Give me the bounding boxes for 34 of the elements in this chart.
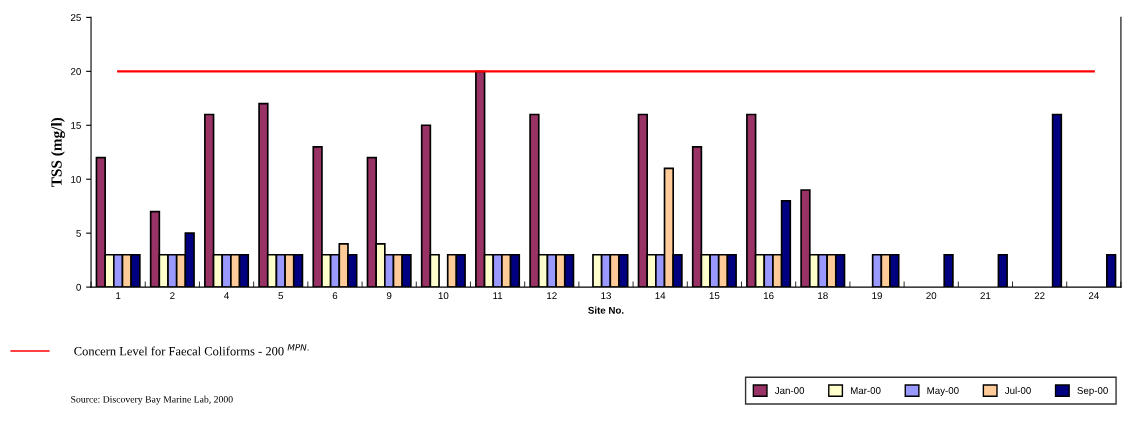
x-tick-label: 22: [1034, 292, 1045, 300]
y-tick-label: 10: [71, 175, 81, 183]
x-tick-label: 18: [818, 292, 828, 300]
source-note: Source: Discovery Bay Marine Lab, 2000: [71, 395, 233, 405]
x-tick-label: 5: [278, 292, 284, 300]
x-tick-label: 24: [1088, 292, 1099, 300]
y-tick-label: 20: [70, 68, 81, 75]
y-tick-label: 25: [70, 14, 81, 22]
x-tick-label: 14: [655, 292, 666, 300]
x-axis-title: Site No.: [588, 306, 624, 314]
y-tick-label: 5: [76, 229, 81, 237]
x-tick-label: 20: [926, 292, 937, 300]
y-tick-label: 0: [76, 283, 81, 291]
x-tick-label: 9: [386, 292, 392, 300]
legend-label: May-00: [927, 387, 959, 396]
x-tick-label: 4: [224, 292, 229, 300]
legend-label: Sep-00: [1077, 387, 1108, 396]
x-tick-label: 6: [332, 292, 338, 300]
x-tick-label: 12: [547, 292, 557, 300]
x-tick-label: 15: [709, 292, 720, 300]
x-tick-label: 21: [980, 292, 991, 300]
legend-label: Jan-00: [774, 387, 805, 394]
legend-label: Concern Level for Faecal Coliforms - 200 $^{MPN.}$: [74, 344, 309, 356]
legend-label: Jul-00: [1004, 386, 1031, 394]
x-tick-label: 2: [170, 292, 175, 300]
legend-label: Mar-00: [850, 387, 881, 394]
x-tick-label: 10: [438, 292, 449, 300]
x-tick-label: 16: [763, 292, 774, 300]
x-tick-label: 1: [116, 292, 121, 300]
x-tick-label: 11: [493, 292, 503, 300]
y-axis-title: TSS (mg/l): [50, 117, 65, 188]
x-tick-label: 19: [872, 292, 882, 300]
x-tick-label: 13: [601, 292, 611, 300]
y-tick-label: 15: [71, 122, 81, 129]
